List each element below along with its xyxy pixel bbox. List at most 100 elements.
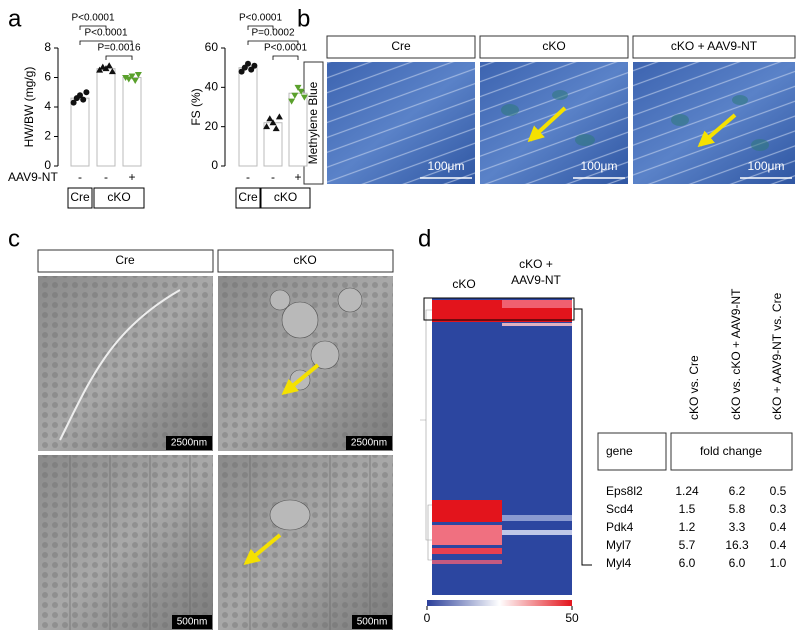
group-box bbox=[67, 187, 93, 209]
fold-change: 6.2 bbox=[729, 484, 746, 498]
texture bbox=[633, 62, 795, 184]
bar bbox=[70, 97, 90, 167]
p-value: P=0.0016 bbox=[97, 43, 141, 54]
arrow bbox=[697, 113, 737, 148]
header-box bbox=[597, 432, 667, 471]
y-tick-label: 40 bbox=[205, 80, 219, 94]
texture bbox=[480, 62, 628, 184]
bar bbox=[238, 67, 258, 167]
table-header: gene bbox=[606, 444, 633, 458]
bar bbox=[96, 68, 116, 167]
scale-label: 500nm bbox=[357, 617, 388, 628]
y-tick-label: 20 bbox=[205, 119, 219, 133]
y-tick-label: 60 bbox=[205, 40, 219, 54]
point bbox=[134, 72, 142, 79]
bracket bbox=[247, 40, 299, 45]
y-tick-label: 6 bbox=[44, 70, 51, 84]
point bbox=[269, 119, 277, 126]
gene: Eps8l2 bbox=[606, 484, 643, 498]
bar bbox=[263, 122, 283, 167]
group-box bbox=[93, 187, 145, 209]
scale-label: 100μm bbox=[428, 159, 465, 173]
fold-change: 16.3 bbox=[725, 538, 749, 552]
group-box bbox=[260, 187, 311, 209]
scale-box bbox=[346, 436, 392, 450]
bracket bbox=[79, 25, 107, 30]
colorbar bbox=[427, 600, 572, 606]
point bbox=[266, 115, 274, 122]
em-images bbox=[38, 276, 393, 630]
point bbox=[105, 62, 113, 69]
point bbox=[83, 89, 90, 96]
arrow bbox=[243, 533, 282, 566]
fold-change: 1.2 bbox=[679, 520, 696, 534]
x-tick-label: - bbox=[104, 170, 108, 184]
header: Cre bbox=[115, 253, 135, 267]
fold-change: 5.8 bbox=[729, 502, 746, 516]
scale-label: 100μm bbox=[581, 159, 618, 173]
scale-box bbox=[352, 615, 392, 629]
column-label: cKO bbox=[452, 277, 475, 291]
point bbox=[272, 125, 280, 132]
p-value: P<0.0001 bbox=[84, 28, 128, 39]
column-label: AAV9-NT bbox=[511, 273, 561, 287]
point bbox=[80, 96, 87, 103]
header: cKO bbox=[542, 39, 565, 53]
row-label: AAV9-NT bbox=[8, 170, 58, 184]
header-box bbox=[37, 249, 214, 273]
header: cKO bbox=[293, 253, 316, 267]
point bbox=[294, 84, 302, 91]
connector bbox=[574, 308, 592, 566]
group-label: cKO bbox=[274, 190, 297, 204]
group-label: cKO bbox=[107, 190, 130, 204]
bracket bbox=[79, 40, 133, 45]
scale-label: 2500nm bbox=[171, 438, 207, 449]
x-tick-label: + bbox=[294, 170, 301, 184]
panel-label: a bbox=[8, 5, 22, 32]
gene: Myl4 bbox=[606, 556, 632, 570]
scale-label: 100μm bbox=[748, 159, 785, 173]
gene: Scd4 bbox=[606, 502, 634, 516]
header-box bbox=[326, 35, 476, 59]
point bbox=[288, 98, 296, 105]
y-tick-label: 0 bbox=[44, 158, 51, 172]
point bbox=[128, 73, 136, 80]
fold-change: 6.0 bbox=[729, 556, 746, 570]
y-axis-label: HW/BW (mg/g) bbox=[22, 67, 36, 148]
fold-change: 0.4 bbox=[770, 520, 787, 534]
gene: Myl7 bbox=[606, 538, 632, 552]
scale-box bbox=[166, 436, 212, 450]
panel-label: d bbox=[418, 225, 431, 252]
header: cKO + AAV9-NT bbox=[671, 39, 758, 53]
bracket bbox=[272, 55, 299, 60]
fold-change: 0.4 bbox=[770, 538, 787, 552]
p-value: P<0.0001 bbox=[239, 13, 283, 24]
point bbox=[251, 62, 258, 69]
p-value: P<0.0001 bbox=[264, 43, 308, 54]
arrow bbox=[527, 106, 567, 143]
point bbox=[275, 113, 283, 120]
fold-change: 0.5 bbox=[770, 484, 787, 498]
fold-change: 5.7 bbox=[679, 538, 696, 552]
scale-label: 500nm bbox=[177, 617, 208, 628]
panel-label: c bbox=[8, 225, 20, 252]
dendrogram bbox=[420, 309, 432, 561]
colorbar-label: 0 bbox=[424, 611, 431, 625]
group-label: Cre bbox=[238, 190, 258, 204]
gene: Pdk4 bbox=[606, 520, 634, 534]
point bbox=[263, 123, 271, 130]
texture bbox=[327, 62, 475, 184]
vacuoles bbox=[501, 90, 769, 151]
bracket bbox=[247, 25, 274, 30]
point bbox=[245, 60, 251, 67]
y-axis-label: FS (%) bbox=[189, 88, 203, 125]
x-tick-label: - bbox=[271, 170, 275, 184]
fold-change: 1.5 bbox=[679, 502, 696, 516]
x-tick-label: - bbox=[78, 170, 82, 184]
p-value: P=0.0002 bbox=[251, 28, 295, 39]
fold-change: 3.3 bbox=[729, 520, 746, 534]
x-tick-label: + bbox=[128, 170, 135, 184]
group-box bbox=[235, 187, 261, 209]
heatmap bbox=[432, 298, 572, 595]
